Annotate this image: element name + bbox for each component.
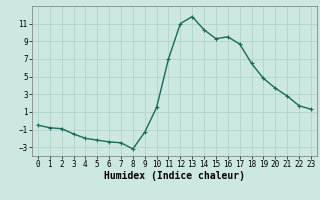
X-axis label: Humidex (Indice chaleur): Humidex (Indice chaleur)	[104, 171, 245, 181]
